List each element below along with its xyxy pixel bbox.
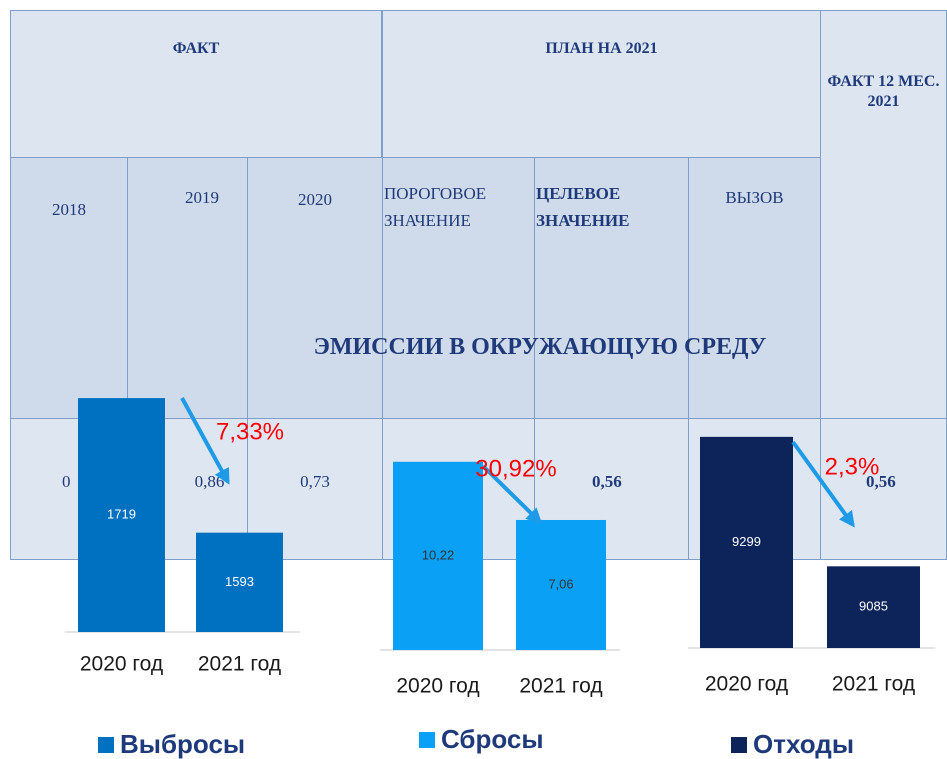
x-tick-label: 2021 год (832, 673, 915, 696)
table-cell (127, 157, 248, 419)
cell-value: 0,56 (592, 472, 622, 491)
value-label: 1593 (225, 574, 254, 589)
bar (393, 461, 483, 650)
subheader: 2019 (185, 188, 219, 207)
table-cell (382, 157, 535, 419)
x-tick-label: 2020 год (396, 675, 479, 698)
table-cell (247, 157, 383, 419)
subheader: ВЫЗОВ (725, 188, 784, 207)
bar (78, 398, 165, 632)
value-label: 7,06 (548, 576, 573, 591)
legend-label: Сбросы (441, 724, 544, 754)
table-cell (10, 10, 382, 158)
x-tick-label: 2020 год (80, 653, 163, 676)
x-tick-label: 2021 год (198, 653, 281, 676)
bar (516, 519, 606, 650)
annotation: 30,92% (475, 455, 556, 482)
legend-swatch (419, 732, 435, 748)
subheader: ЦЕЛЕВОЕ ЗНАЧЕНИЕ (536, 184, 630, 230)
x-tick-label: 2020 год (705, 673, 788, 696)
table-cell (534, 157, 689, 419)
arrow (180, 397, 230, 485)
legend-label: Отходы (753, 729, 854, 759)
cell-value: 0 (62, 472, 71, 491)
legend-swatch (98, 737, 114, 753)
header: ПЛАН НА 2021 (545, 40, 658, 57)
subheader: 2018 (52, 200, 86, 219)
subheader: ПОРОГОВОЕ ЗНАЧЕНИЕ (384, 184, 487, 230)
value-label: 9085 (859, 599, 888, 614)
cell-value: 0,73 (300, 472, 330, 491)
value-label: 9299 (732, 534, 761, 549)
legend-label: Выбросы (120, 729, 245, 759)
bar (700, 436, 793, 648)
legend-swatch (731, 737, 747, 753)
cell-value: 0,56 (866, 472, 896, 491)
annotation: 2,3% (825, 453, 880, 480)
arrow (791, 440, 855, 528)
x-tick-label: 2021 год (519, 675, 602, 698)
value-label: 10,22 (422, 547, 455, 562)
header: ФАКТ (172, 40, 220, 57)
bar (196, 532, 283, 632)
subheader: 2020 (298, 190, 332, 209)
bar (827, 566, 920, 648)
value-label: 1719 (107, 506, 136, 521)
arrow (481, 464, 543, 525)
table-cell (820, 418, 947, 560)
header: ФАКТ 12 МЕС. 2021 (827, 73, 940, 110)
table-cell (382, 10, 821, 158)
table-title: ЭМИССИИ В ОКРУЖАЮЩУЮ СРЕДУ (313, 334, 767, 360)
table-cell (688, 157, 821, 419)
annotation: 7,33% (216, 418, 284, 445)
